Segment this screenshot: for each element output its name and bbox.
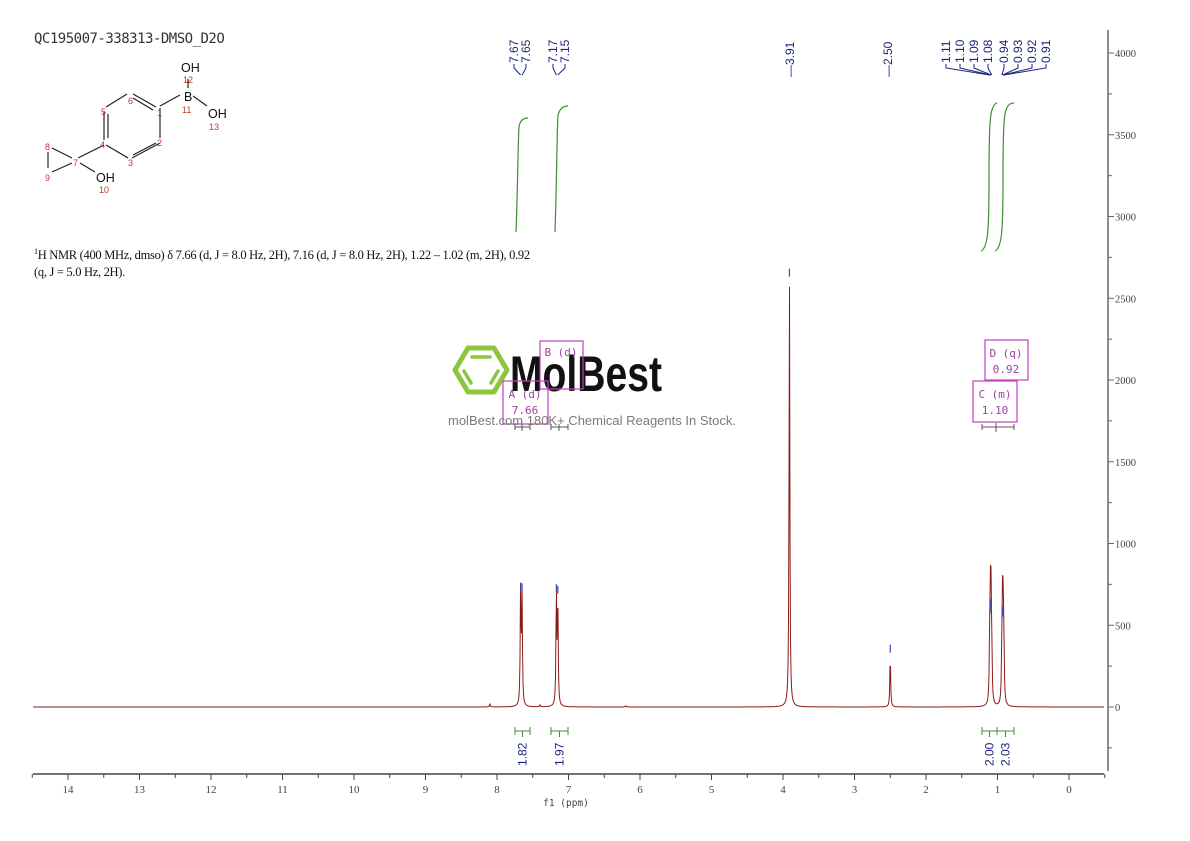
x-tick-label: 8 bbox=[494, 784, 500, 796]
x-tick-label: 1 bbox=[995, 784, 1001, 796]
y-tick-label: 4000 bbox=[1115, 49, 1136, 60]
oh-bottom-label: OH bbox=[96, 171, 115, 185]
integral-value: 2.00 bbox=[983, 742, 997, 766]
y-tick-label: 3500 bbox=[1115, 131, 1136, 142]
x-tick-label: 11 bbox=[277, 784, 288, 796]
atom-number-4: 4 bbox=[100, 140, 105, 150]
peak-label: 0.92 bbox=[1025, 39, 1039, 63]
x-tick-label: 5 bbox=[709, 784, 715, 796]
y-tick-label: 0 bbox=[1115, 703, 1120, 714]
atom-number-8: 8 bbox=[45, 142, 50, 152]
peak-label: 7.15 bbox=[558, 39, 572, 63]
boron-label: B bbox=[184, 90, 192, 104]
spectrum-trace bbox=[33, 286, 1104, 708]
nmr-description-line1: H NMR (400 MHz, dmso) δ 7.66 (d, J = 8.0… bbox=[37, 248, 530, 263]
peak-label: —3.91 bbox=[783, 41, 797, 77]
x-tick-label: 7 bbox=[566, 784, 572, 796]
sample-title: QC195007-338313-DMSO_D2O bbox=[34, 31, 225, 47]
peak-label: 0.91 bbox=[1039, 39, 1053, 63]
peak-labels: 7.677.65 7.177.15 —3.91 —2.50 1.11 1.10 1.09 1.… bbox=[507, 39, 1053, 77]
integral-value: 2.03 bbox=[999, 742, 1013, 766]
y-tick-label: 3000 bbox=[1115, 213, 1136, 224]
molbest-brand-text: MolBest bbox=[510, 346, 662, 400]
atom-number-3: 3 bbox=[128, 158, 133, 168]
atom-number-10: 10 bbox=[99, 185, 109, 195]
peak-label: 7.65 bbox=[519, 39, 533, 63]
atom-number-9: 9 bbox=[45, 173, 50, 183]
x-tick-label: 2 bbox=[923, 784, 929, 796]
molbest-tagline: molBest.com 180K+ Chemical Reagents In S… bbox=[448, 413, 736, 428]
y-tick-label: 1500 bbox=[1115, 458, 1136, 469]
molbest-watermark-logo: MolBest bbox=[452, 345, 662, 400]
x-tick-label: 13 bbox=[134, 784, 146, 796]
y-tick-label: 2000 bbox=[1115, 376, 1136, 387]
integral-value: 1.82 bbox=[516, 742, 530, 766]
x-tick-label: 3 bbox=[852, 784, 858, 796]
atom-number-5: 5 bbox=[101, 107, 106, 117]
y-tick-label: 1000 bbox=[1115, 540, 1136, 551]
integral-bars bbox=[514, 727, 1015, 737]
hexagon-logo-icon bbox=[452, 345, 510, 395]
peak-label: 7.17 bbox=[546, 39, 560, 63]
peak-label: 1.11 bbox=[939, 40, 953, 63]
y-tick-label: 500 bbox=[1115, 621, 1131, 632]
nmr-description: 1H NMR (400 MHz, dmso) δ 7.66 (d, J = 8.… bbox=[34, 243, 634, 281]
x-tick-label: 12 bbox=[206, 784, 217, 796]
peak-label: 1.09 bbox=[967, 39, 981, 63]
x-tick-label: 9 bbox=[423, 784, 429, 796]
integral-value: 1.97 bbox=[553, 742, 567, 766]
peak-label: 0.94 bbox=[997, 39, 1011, 63]
x-tick-label: 4 bbox=[780, 784, 786, 796]
chemical-structure: OH B OH OH 1 2 3 4 5 6 7 8 9 10 11 12 13 bbox=[45, 61, 227, 195]
x-axis-label: f1 (ppm) bbox=[543, 798, 589, 809]
atom-number-2: 2 bbox=[157, 138, 162, 148]
y-tick-label: 2500 bbox=[1115, 294, 1136, 305]
x-tick-label: 6 bbox=[637, 784, 643, 796]
integral-values: 1.82 1.97 2.00 2.03 bbox=[516, 742, 1013, 766]
nmr-description-line2: (q, J = 5.0 Hz, 2H). bbox=[34, 265, 125, 280]
atom-number-7: 7 bbox=[73, 158, 78, 168]
nucleus-superscript: 1 bbox=[34, 247, 38, 256]
peak-label: 1.10 bbox=[953, 39, 967, 63]
atom-number-12: 12 bbox=[183, 75, 193, 85]
integral-curves bbox=[515, 102, 1015, 252]
x-axis: 14 13 12 11 10 9 8 7 6 5 4 3 2 1 0 f1 (ppm) bbox=[31, 773, 1106, 809]
x-tick-label: 14 bbox=[63, 784, 75, 796]
peak-label-leaders bbox=[513, 64, 1047, 76]
oh-top-label: OH bbox=[181, 61, 200, 75]
y-axis: 4000 3500 3000 2500 2000 1500 1000 500 0 bbox=[1107, 30, 1136, 771]
x-tick-label: 10 bbox=[349, 784, 361, 796]
peak-label: 1.08 bbox=[981, 39, 995, 63]
peak-label: 0.93 bbox=[1011, 39, 1025, 63]
atom-number-6: 6 bbox=[128, 96, 133, 106]
peak-label: —2.50 bbox=[881, 41, 895, 77]
atom-number-1: 1 bbox=[157, 108, 162, 118]
oh-right-label: OH bbox=[208, 107, 227, 121]
peak-label: 7.67 bbox=[507, 39, 521, 63]
atom-number-11: 11 bbox=[182, 105, 191, 115]
x-tick-label: 0 bbox=[1066, 784, 1072, 796]
atom-number-13: 13 bbox=[209, 122, 219, 132]
